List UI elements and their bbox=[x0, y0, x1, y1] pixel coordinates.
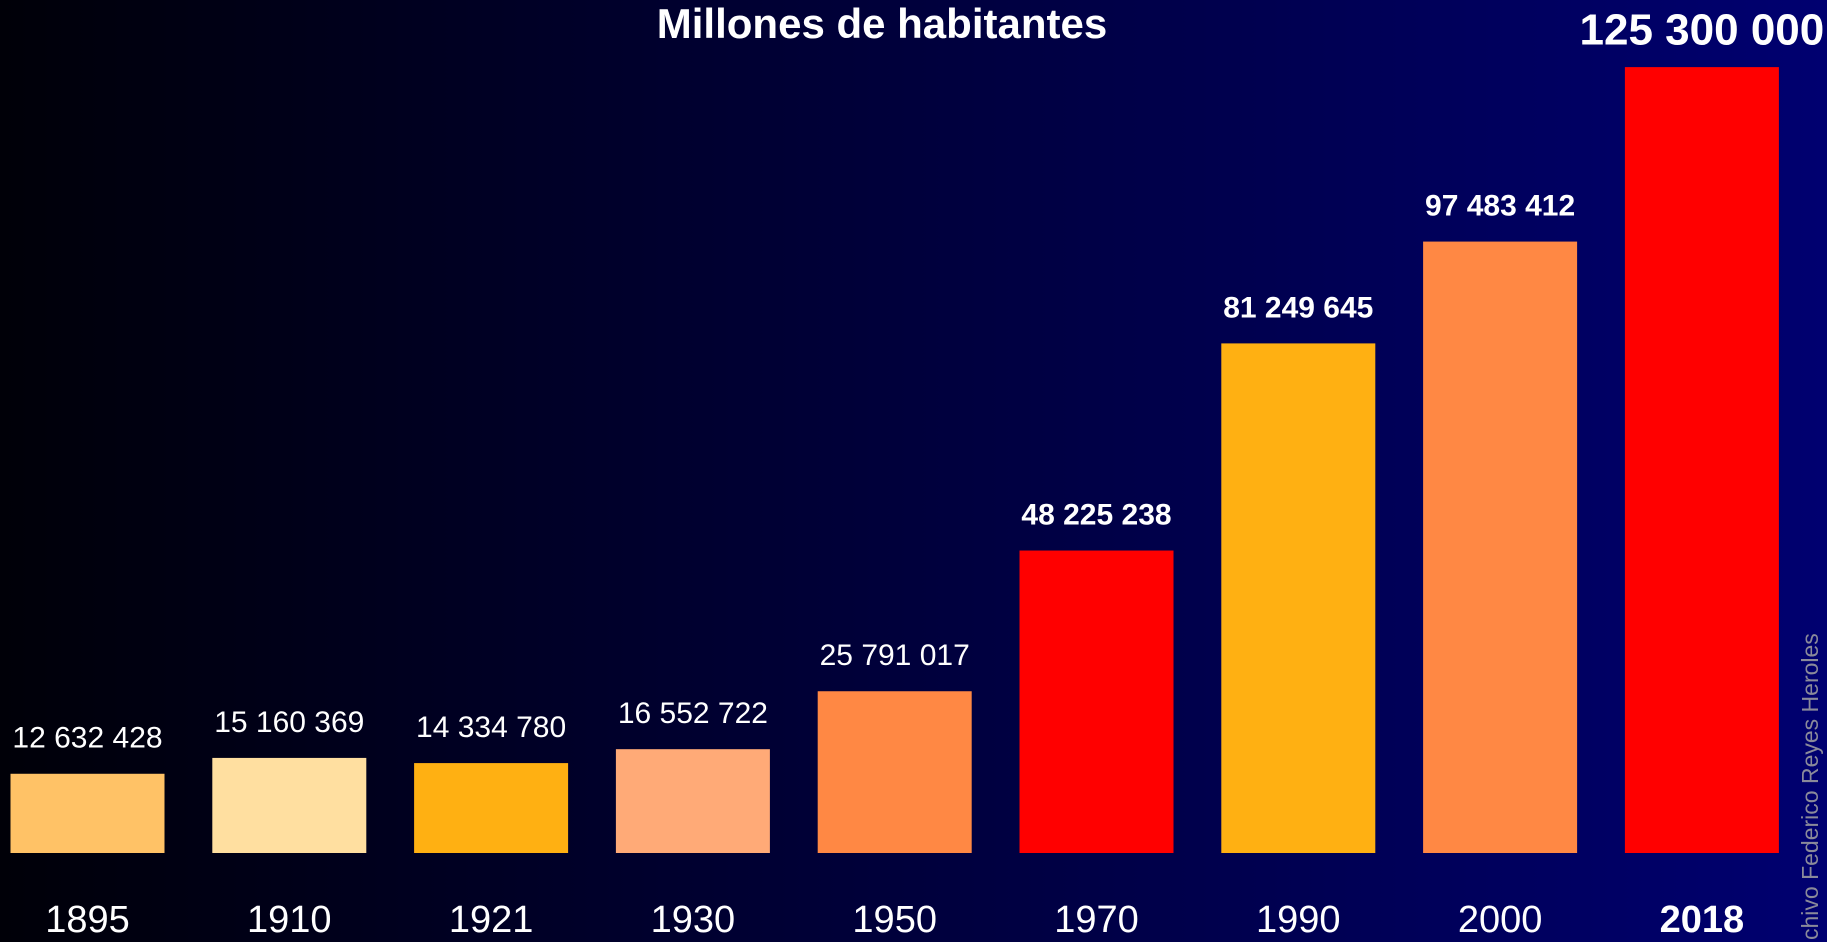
bar bbox=[1221, 343, 1376, 853]
x-tick-label: 1910 bbox=[247, 899, 332, 941]
x-tick-label: 2018 bbox=[1660, 899, 1745, 941]
bar bbox=[10, 773, 165, 853]
value-label: 25 791 017 bbox=[820, 639, 970, 672]
bar bbox=[414, 763, 569, 853]
bar bbox=[1423, 241, 1578, 853]
x-tick-label: 1921 bbox=[449, 899, 534, 941]
x-tick-label: 1930 bbox=[651, 899, 736, 941]
x-tick-label: 1950 bbox=[852, 899, 937, 941]
value-label: 16 552 722 bbox=[618, 697, 768, 730]
x-tick-label: 1970 bbox=[1054, 899, 1139, 941]
value-label: 125 300 000 bbox=[1580, 6, 1825, 55]
bar bbox=[1624, 67, 1779, 854]
x-tick-label: 2000 bbox=[1458, 899, 1543, 941]
value-label: 15 160 369 bbox=[214, 706, 364, 739]
bar bbox=[615, 749, 770, 853]
x-tick-label: 1895 bbox=[45, 899, 130, 941]
value-label: 81 249 645 bbox=[1223, 291, 1373, 324]
x-tick-label: 1990 bbox=[1256, 899, 1341, 941]
bar bbox=[212, 757, 367, 853]
chart-title: Millones de habitantes bbox=[657, 0, 1107, 47]
source-watermark: chivo Federico Reyes Heroles bbox=[1797, 633, 1823, 940]
bar bbox=[1019, 550, 1174, 853]
bar bbox=[817, 691, 972, 853]
value-label: 97 483 412 bbox=[1425, 190, 1575, 223]
value-label: 14 334 780 bbox=[416, 711, 566, 744]
value-label: 48 225 238 bbox=[1021, 498, 1171, 531]
value-label: 12 632 428 bbox=[12, 722, 162, 755]
